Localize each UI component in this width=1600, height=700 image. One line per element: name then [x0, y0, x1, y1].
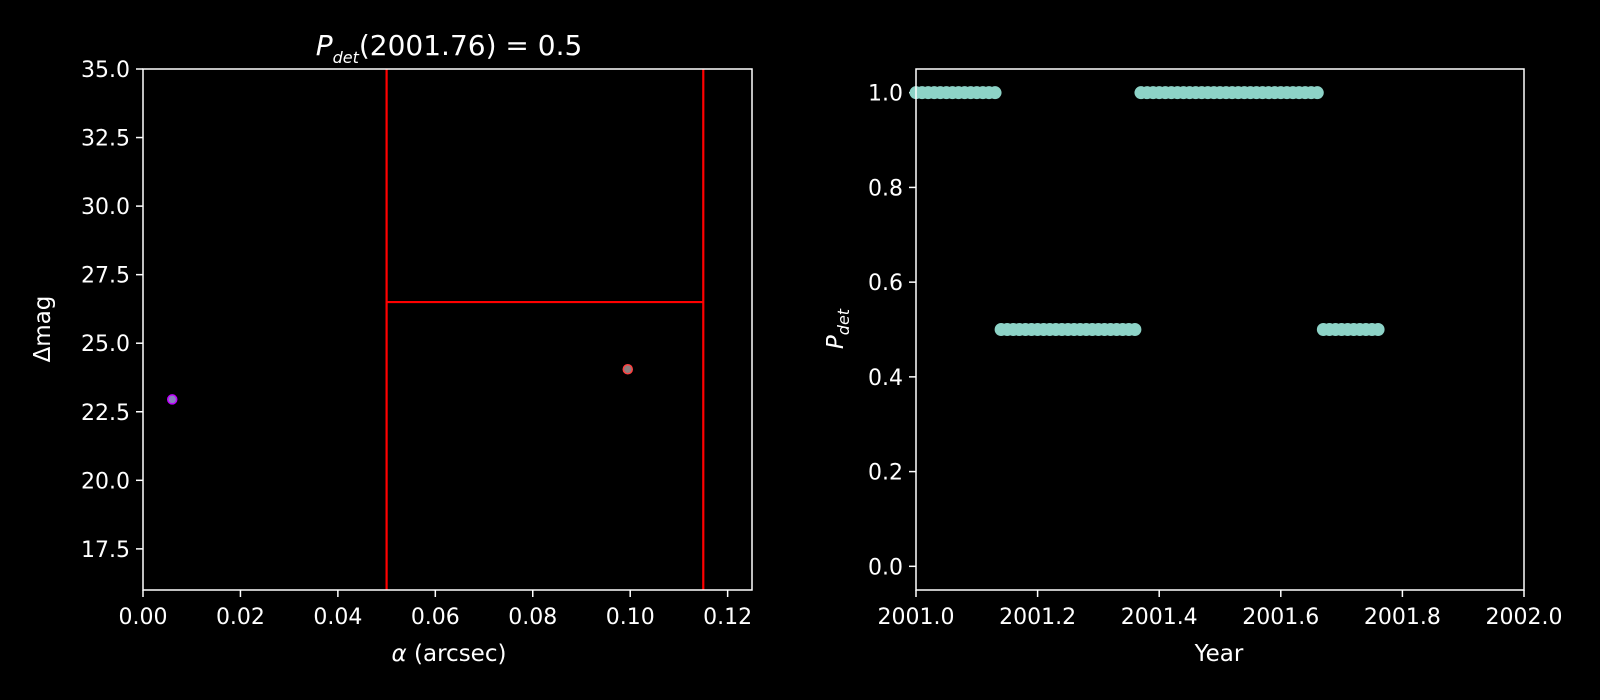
right-y-tick-label: 0.2 [868, 461, 903, 486]
title-rest: (2001.76) = 0.5 [359, 29, 582, 62]
left-y-tick-label: 27.5 [81, 264, 130, 289]
right-y-tick-label: 0.8 [868, 176, 903, 201]
scatter-point [622, 364, 634, 375]
left-y-tick-label: 22.5 [81, 401, 130, 426]
left-y-tick-label: 32.5 [81, 127, 130, 152]
right-y-tick-label: 1.0 [868, 82, 903, 107]
left-x-tick-label: 0.12 [703, 605, 752, 630]
left-y-tick-label: 30.0 [81, 195, 130, 220]
ylabel-subscript: det [834, 308, 853, 335]
right-x-tick-label: 2001.2 [999, 605, 1076, 630]
ylabel-p: P [823, 335, 849, 349]
left-x-tick-label: 0.02 [216, 605, 265, 630]
left-y-tick-label: 17.5 [81, 538, 130, 563]
right-x-tick-label: 2001.8 [1364, 605, 1441, 630]
left-x-tick-label: 0.06 [411, 605, 460, 630]
left-x-tick-label: 0.08 [508, 605, 557, 630]
right-y-tick-label: 0.4 [868, 366, 903, 391]
pdet-point [988, 86, 1002, 100]
scatter-point [166, 394, 178, 405]
x-axis-symbol: α [392, 641, 407, 667]
left-x-tick-label: 0.00 [119, 605, 168, 630]
left-y-axis-label: Δmag [30, 296, 56, 363]
left-y-tick-label: 35.0 [81, 58, 130, 83]
right-axes-frame [915, 68, 1525, 591]
left-x-axis-label: α (arcsec) [392, 641, 507, 667]
left-y-tick-label: 25.0 [81, 332, 130, 357]
x-axis-unit: (arcsec) [407, 641, 507, 667]
pdet-point [1371, 323, 1385, 336]
right-x-tick-label: 2001.0 [878, 605, 955, 630]
right-panel: 2001.0 2001.2 2001.4 2001.6 2001.8 2002.0 0.0 0… [823, 68, 1563, 667]
right-x-tick-label: 2002.0 [1486, 605, 1563, 630]
left-plot-area: 0.00 0.02 0.04 0.06 0.08 0.10 0.12 17.5 20.0 22.5… [81, 58, 753, 630]
left-x-tick-label: 0.10 [606, 605, 655, 630]
left-x-tick-label: 0.04 [313, 605, 362, 630]
title-subscript: det [333, 48, 360, 67]
title-p: P [316, 29, 333, 62]
left-axes-frame [142, 68, 753, 591]
right-x-tick-label: 2001.4 [1121, 605, 1198, 630]
pdet-point [1128, 323, 1142, 336]
left-chart-title: Pdet(2001.76) = 0.5 [316, 29, 583, 67]
right-y-tick-label: 0.6 [868, 271, 903, 296]
left-y-tick-label: 20.0 [81, 469, 130, 494]
right-x-tick-label: 2001.6 [1242, 605, 1319, 630]
left-panel: Pdet(2001.76) = 0.5 0.00 0.02 0.04 0.06 0.08… [30, 29, 753, 667]
right-x-axis-label: Year [1194, 641, 1244, 667]
right-y-axis-label: Pdet [823, 308, 853, 349]
right-y-tick-label: 0.0 [868, 555, 903, 580]
pdet-point [1310, 86, 1324, 100]
right-plot-area: 2001.0 2001.2 2001.4 2001.6 2001.8 2002.0 0.0 0… [868, 68, 1563, 630]
